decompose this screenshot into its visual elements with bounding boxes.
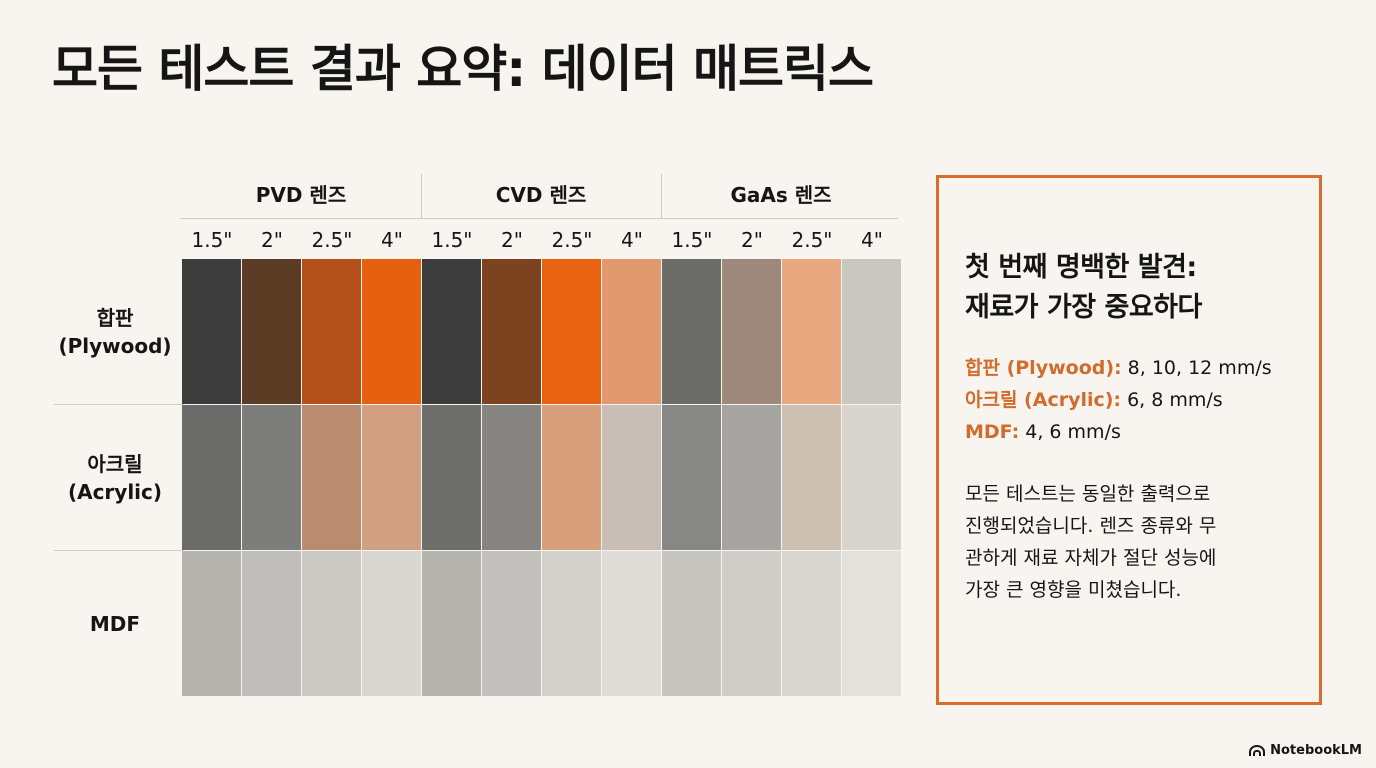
matrix-cell — [302, 259, 361, 404]
lens-size-label: 4" — [381, 228, 403, 252]
matrix-cell — [722, 405, 781, 550]
lens-size-label: 1.5" — [191, 228, 233, 252]
lens-size-label: 2.5" — [311, 228, 353, 252]
lens-size-label: 2" — [261, 228, 283, 252]
finding-label: 합판 (Plywood): — [965, 357, 1122, 379]
finding-value: 4, 6 mm/s — [1019, 421, 1121, 443]
row-divider — [54, 404, 184, 405]
matrix-cell — [542, 405, 601, 550]
matrix-cell — [482, 259, 541, 404]
matrix-cell — [362, 259, 421, 404]
material-label: 합판 (Plywood) — [58, 306, 172, 358]
notebooklm-logo-icon — [1249, 744, 1266, 756]
matrix-cell — [722, 259, 781, 404]
finding-plywood: 합판 (Plywood): 8, 10, 12 mm/s — [965, 352, 1310, 384]
matrix-cell — [182, 405, 241, 550]
matrix-cell — [602, 405, 661, 550]
matrix-cell — [602, 551, 661, 696]
matrix-cell — [782, 551, 841, 696]
lens-size-label: 1.5" — [431, 228, 473, 252]
matrix-cell — [662, 259, 721, 404]
matrix-cell — [782, 405, 841, 550]
matrix-cell — [542, 551, 601, 696]
finding-label: MDF: — [965, 421, 1020, 443]
panel-body: 모든 테스트는 동일한 출력으로 진행되었습니다. 렌즈 종류와 무 관하게 재료 … — [965, 483, 1217, 601]
matrix-cell — [422, 405, 481, 550]
matrix-cell — [362, 405, 421, 550]
material-label: MDF — [89, 612, 141, 636]
finding-label: 아크릴 (Acrylic): — [965, 389, 1122, 411]
lens-size-label: 4" — [861, 228, 883, 252]
lens-size-label: 2" — [741, 228, 763, 252]
matrix-cell — [362, 551, 421, 696]
matrix-cell — [842, 405, 901, 550]
matrix-cell — [482, 405, 541, 550]
lens-group-label: CVD 렌즈 — [495, 183, 587, 207]
header-divider — [180, 218, 898, 219]
group-divider — [421, 174, 422, 218]
lens-group-label: GaAs 렌즈 — [730, 183, 832, 207]
matrix-cell — [302, 405, 361, 550]
matrix-cell — [422, 551, 481, 696]
lens-size-label: 4" — [621, 228, 643, 252]
finding-value: 6, 8 mm/s — [1121, 389, 1223, 411]
matrix-cell — [602, 259, 661, 404]
finding-mdf: MDF: 4, 6 mm/s — [965, 416, 1310, 448]
finding-panel: 첫 번째 명백한 발견: 재료가 가장 중요하다 합판 (Plywood): 8,… — [936, 175, 1322, 705]
brand-name: NotebookLM — [1270, 743, 1362, 758]
panel-heading: 첫 번째 명백한 발견: 재료가 가장 중요하다 — [965, 252, 1202, 323]
material-label: 아크릴 (Acrylic) — [67, 452, 163, 504]
matrix-cell — [182, 259, 241, 404]
matrix-cell — [662, 551, 721, 696]
lens-group-label: PVD 렌즈 — [255, 183, 347, 207]
brand-logo: NotebookLM — [1249, 743, 1362, 758]
matrix-cell — [662, 405, 721, 550]
data-matrix: PVD 렌즈 1.5" 2" 2.5" 4" CVD 렌즈 1.5" 2" 2.5" 4" GaAs… — [54, 174, 901, 696]
matrix-cell — [542, 259, 601, 404]
page-title: 모든 테스트 결과 요약: 데이터 매트릭스 — [52, 40, 874, 98]
finding-acrylic: 아크릴 (Acrylic): 6, 8 mm/s — [965, 384, 1310, 416]
lens-size-label: 2" — [501, 228, 523, 252]
matrix-cell — [242, 259, 301, 404]
matrix-cell — [422, 259, 481, 404]
lens-size-label: 2.5" — [551, 228, 593, 252]
lens-size-label: 2.5" — [791, 228, 833, 252]
lens-size-label: 1.5" — [671, 228, 713, 252]
matrix-cell — [842, 551, 901, 696]
finding-value: 8, 10, 12 mm/s — [1121, 357, 1272, 379]
group-divider — [661, 174, 662, 218]
matrix-cell — [182, 551, 241, 696]
matrix-cell — [782, 259, 841, 404]
matrix-cell — [302, 551, 361, 696]
matrix-cell — [842, 259, 901, 404]
matrix-cell — [242, 551, 301, 696]
matrix-cell — [722, 551, 781, 696]
row-divider — [54, 550, 184, 551]
matrix-cell — [482, 551, 541, 696]
matrix-cell — [242, 405, 301, 550]
